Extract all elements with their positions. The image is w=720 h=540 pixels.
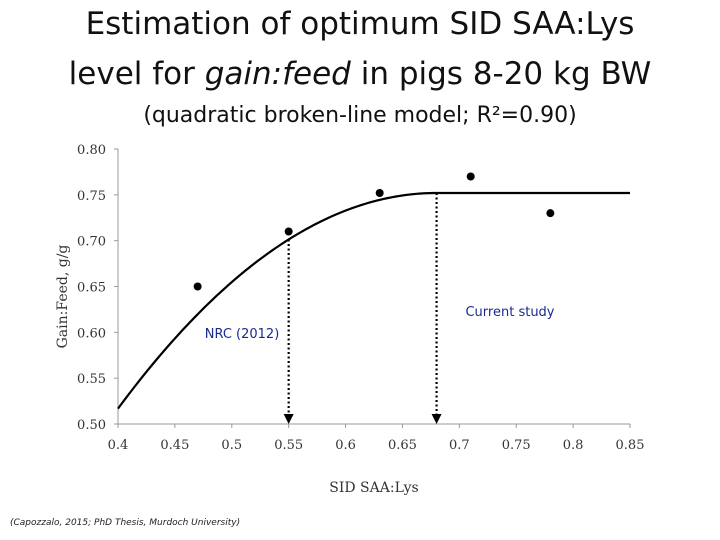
data-points [193,172,555,291]
y-tick-label: 0.80 [77,143,106,158]
x-tick-label: 0.55 [274,438,303,453]
data-point [375,189,384,197]
data-point [193,282,202,291]
title-suffix: in pigs 8-20 kg BW [350,56,652,92]
reference-arrowhead [283,414,294,424]
x-tick-label: 0.6 [335,438,356,453]
text-labels: NRC (2012) Current study [205,305,555,342]
reference-arrowhead [431,414,442,424]
y-tick-label: 0.50 [77,418,106,433]
x-tick-label: 0.7 [449,438,470,453]
x-tick-label: 0.4 [108,438,129,453]
data-point [284,227,293,236]
y-tick-label: 0.70 [77,235,106,250]
y-tick-label: 0.55 [77,372,106,387]
y-tick-label: 0.75 [77,189,106,204]
y-tick-label: 0.65 [77,281,106,296]
x-axis-label: SID SAA:Lys [329,480,418,496]
fit-curve [117,191,630,410]
chart-title-line2: level for gain:feed in pigs 8-20 kg BW [0,56,720,92]
data-point [546,209,555,218]
reference-label: NRC (2012) [205,327,280,342]
x-tick-label: 0.8 [563,438,584,453]
x-tick-label: 0.75 [502,438,531,453]
x-tick-label: 0.5 [221,438,242,453]
fit-curve-group [117,191,630,410]
axes: 0.50 0.55 0.60 0.65 0.70 0.75 0.80 0.4 0.45 0.5 0.… [55,143,644,496]
reference-lines [283,193,442,424]
y-tick-label: 0.60 [77,326,106,341]
title-prefix: level for [68,56,205,92]
chart-subtitle: (quadratic broken-line model; R²=0.90) [143,103,577,128]
title-emphasis: gain:feed [204,56,351,92]
chart-title-line1: Estimation of optimum SID SAA:Lys [85,6,635,42]
y-axis-label: Gain:Feed, g/g [55,245,71,349]
x-tick-label: 0.85 [616,438,645,453]
x-tick-label: 0.65 [388,438,417,453]
reference-label: Current study [465,305,554,320]
x-tick-label: 0.45 [160,438,189,453]
data-point [466,172,475,181]
citation: (Capozzalo, 2015; PhD Thesis, Murdoch Un… [10,518,241,528]
